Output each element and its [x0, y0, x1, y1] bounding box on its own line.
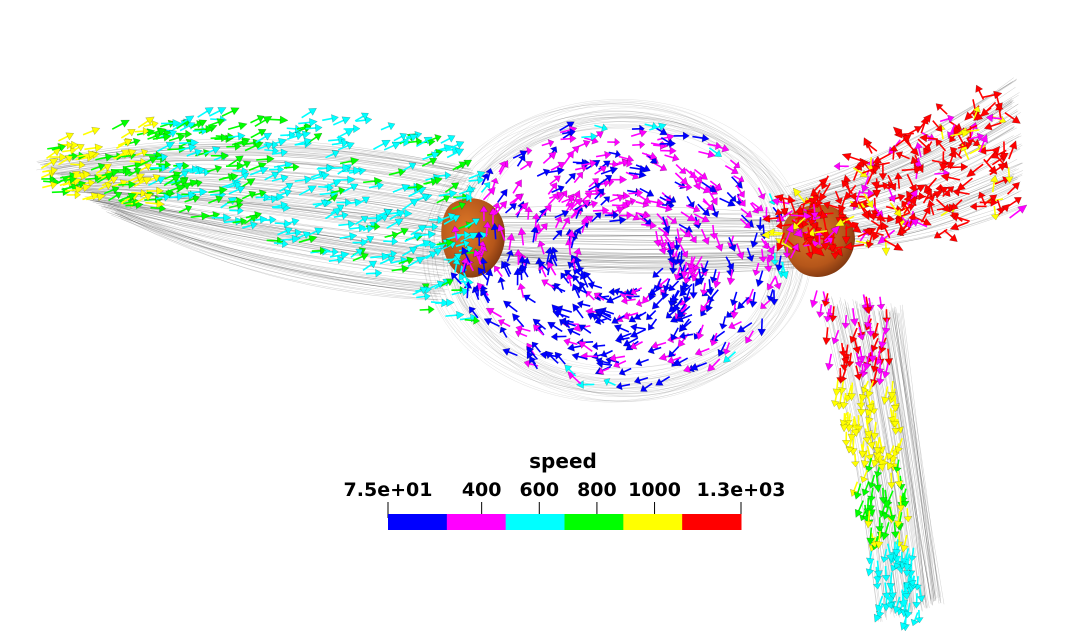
velocity-glyphs: [40, 84, 1028, 632]
